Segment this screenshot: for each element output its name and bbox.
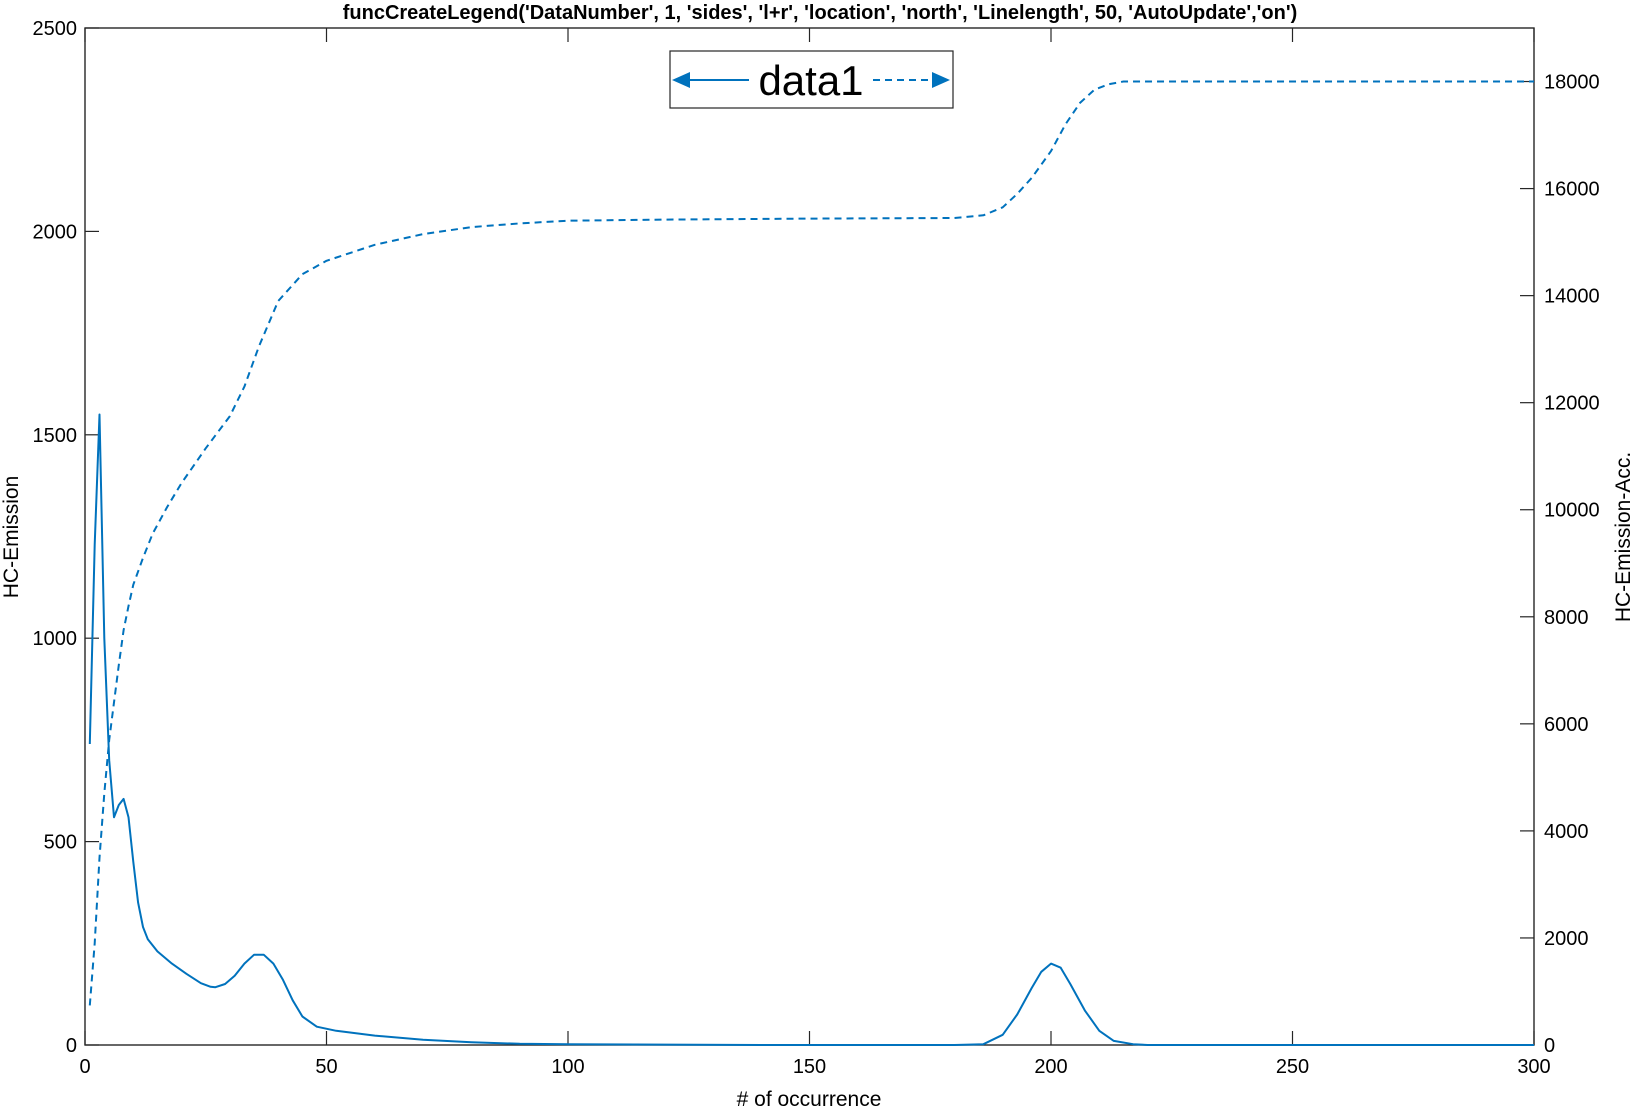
legend-arrow-left (672, 72, 690, 88)
y-left-tick-label: 2500 (33, 18, 78, 40)
x-tick-label: 250 (1276, 1056, 1309, 1078)
y-right-tick-label: 4000 (1544, 821, 1589, 843)
x-tick-label: 100 (551, 1056, 584, 1078)
x-axis-label: # of occurrence (737, 1088, 882, 1109)
x-tick-label: 0 (79, 1056, 90, 1078)
y-right-tick-label: 18000 (1544, 72, 1600, 94)
y-left-tick-label: 1500 (33, 425, 78, 447)
x-tick-label: 150 (793, 1056, 826, 1078)
y-right-tick-label: 16000 (1544, 179, 1600, 201)
y-axis-left-label: HC-Emission (0, 476, 23, 599)
series-line-accumulated (88, 80, 1534, 1006)
x-tick-label: 200 (1034, 1056, 1067, 1078)
y-right-tick-label: 0 (1544, 1035, 1555, 1057)
legend-arrow-right (932, 72, 950, 88)
series-layer (88, 80, 1534, 1046)
legend[interactable]: data1 (669, 50, 954, 109)
y-right-tick-label: 8000 (1544, 607, 1589, 629)
chart-title: funcCreateLegend('DataNumber', 1, 'sides… (343, 2, 1298, 24)
x-tick-label: 300 (1517, 1056, 1550, 1078)
y-left-tick-label: 500 (44, 832, 77, 854)
x-tick-label: 50 (315, 1056, 337, 1078)
y-axis-right-label: HC-Emission-Acc. (1612, 452, 1635, 622)
y-right-tick-label: 10000 (1544, 500, 1600, 522)
y-left-tick-label: 0 (66, 1035, 77, 1057)
axis-ticks: 0 50 100 150 200 250 3000500100015002000250002… (33, 18, 1600, 1078)
y-left-tick-label: 1000 (33, 628, 78, 650)
series-line-emission (88, 413, 1534, 1046)
y-right-tick-label: 2000 (1544, 928, 1589, 950)
y-right-tick-label: 6000 (1544, 714, 1589, 736)
y-right-tick-label: 12000 (1544, 393, 1600, 415)
legend-label: data1 (758, 57, 863, 104)
plot-frame (84, 27, 1535, 1046)
plot-area (84, 27, 1535, 1046)
y-right-tick-label: 14000 (1544, 286, 1600, 308)
y-left-tick-label: 2000 (33, 221, 78, 243)
